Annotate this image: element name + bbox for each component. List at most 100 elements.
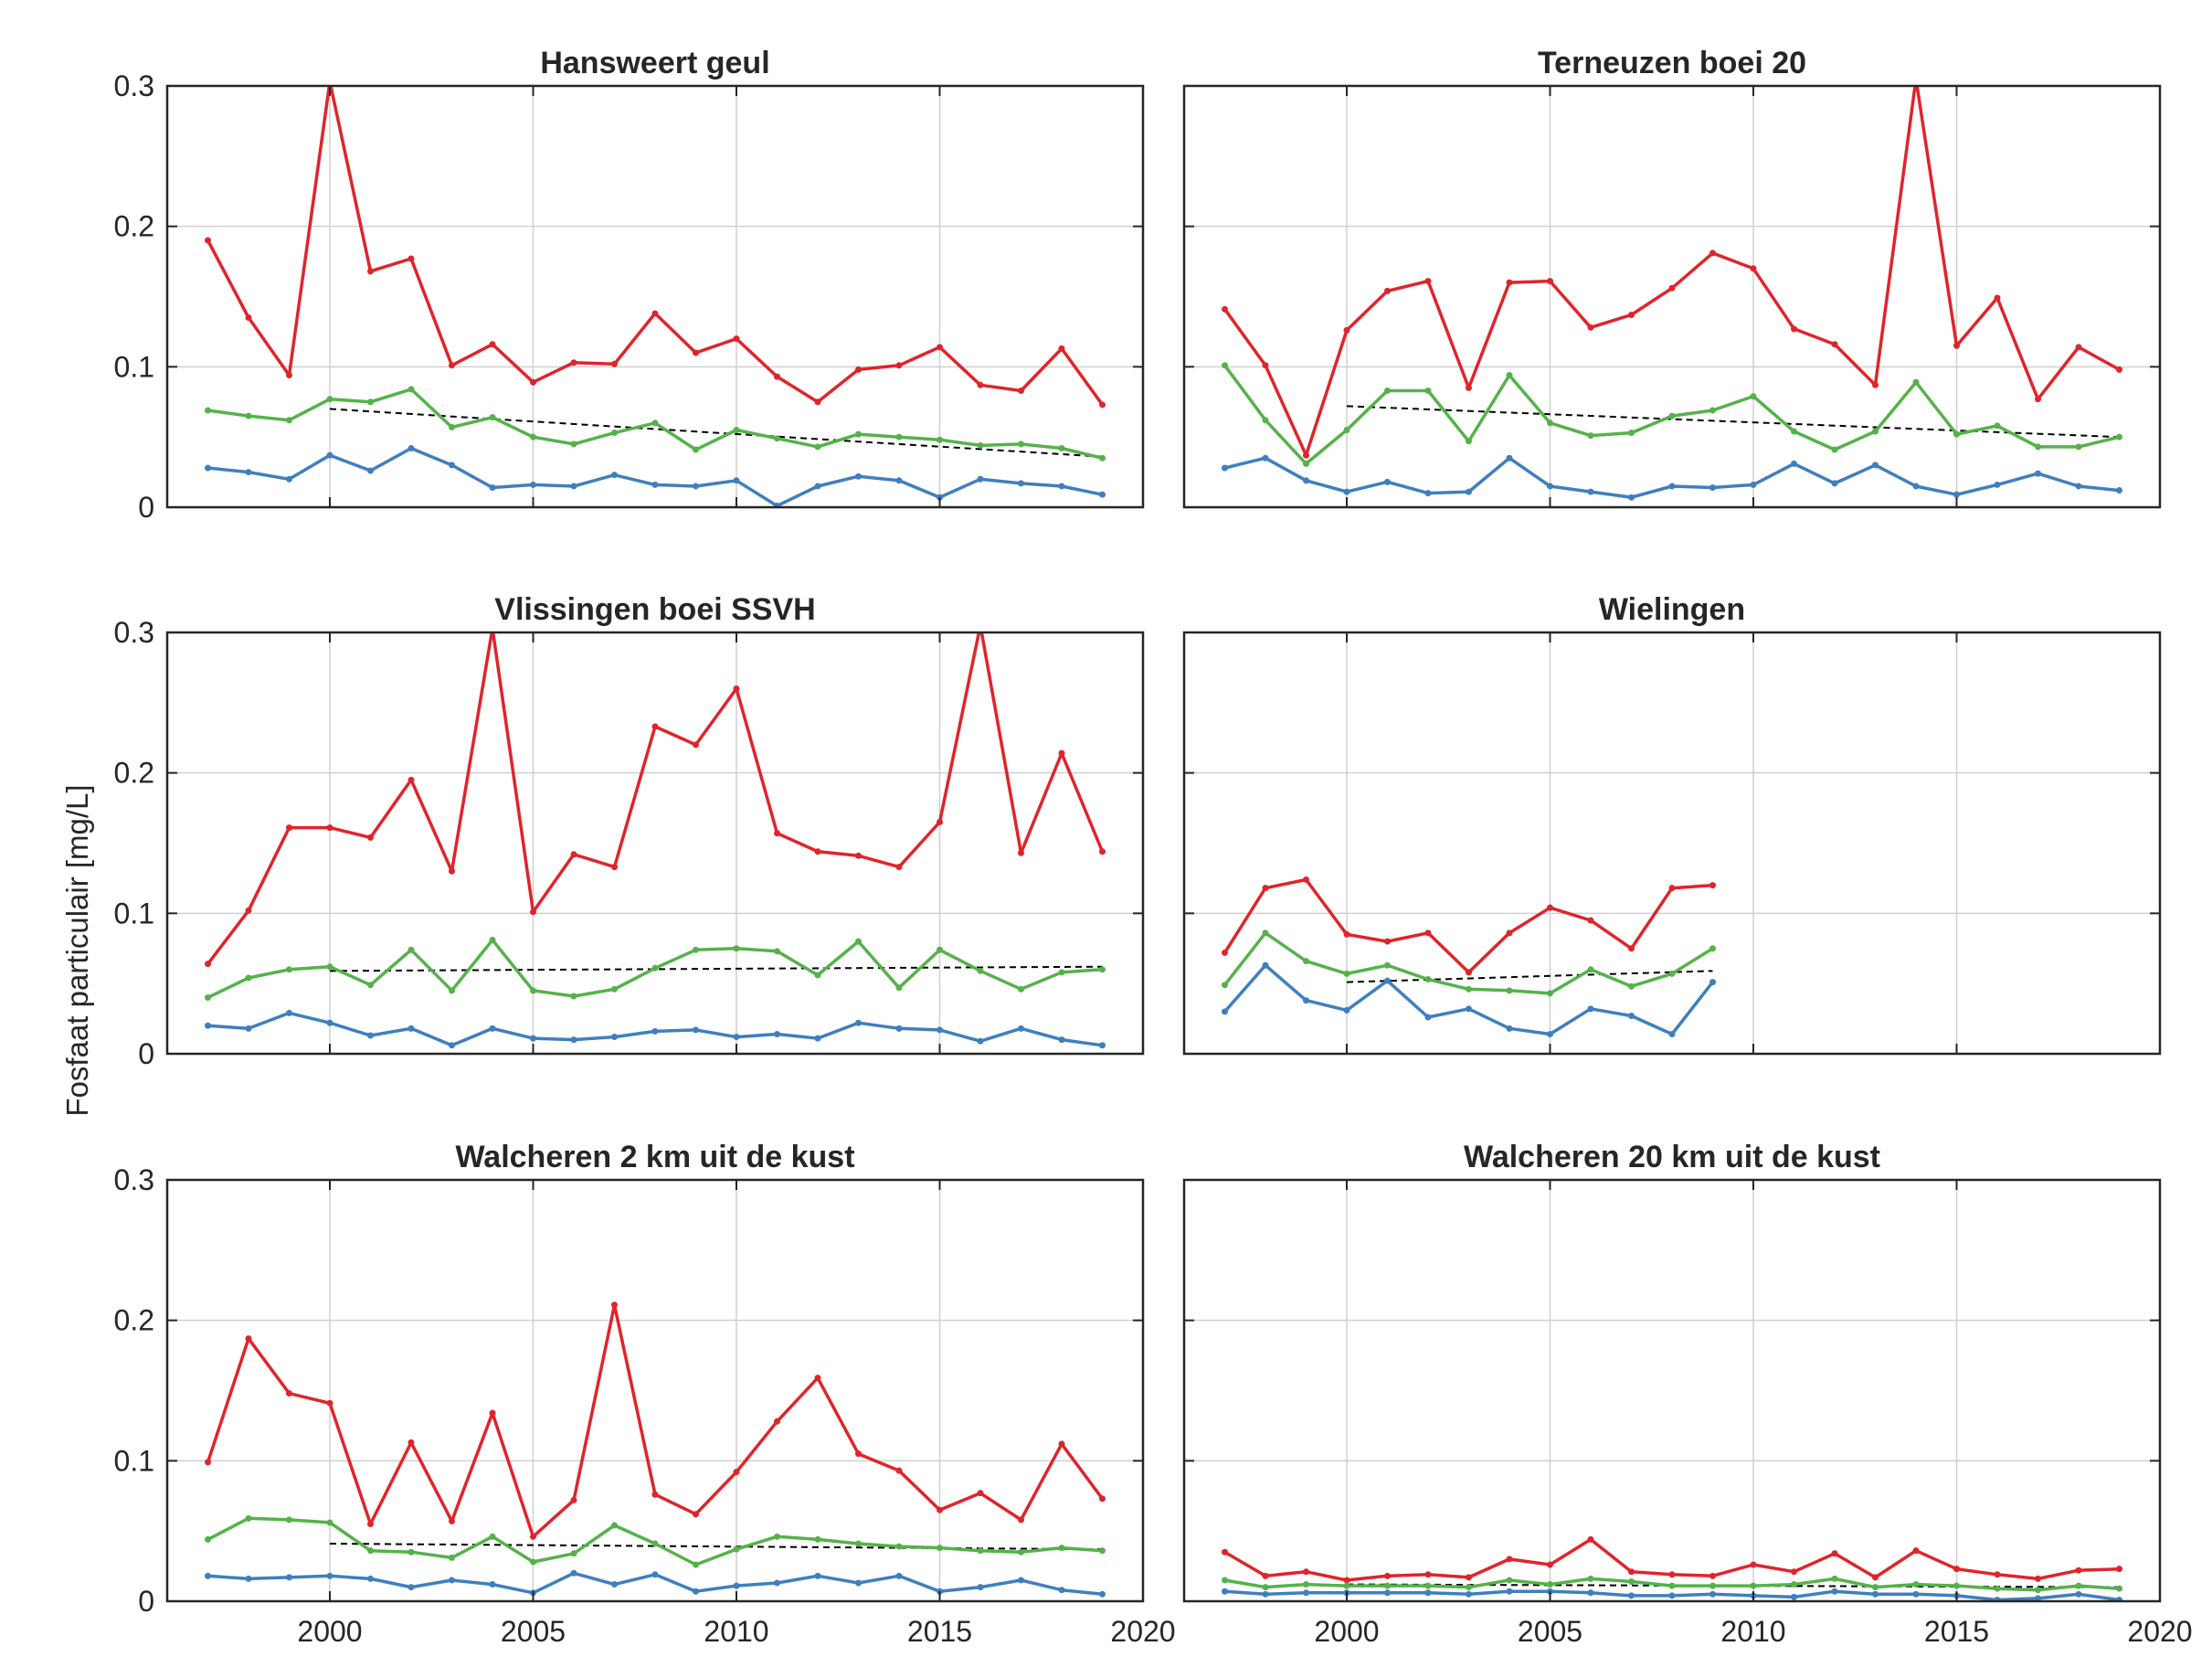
data-point-green (1547, 420, 1553, 427)
x-tick-label: 2000 (1314, 1615, 1379, 1648)
data-point-red (570, 359, 577, 366)
panel-title: Vlissingen boei SSVH (494, 592, 815, 627)
data-point-blue (449, 1042, 455, 1049)
data-point-blue (1547, 483, 1553, 490)
data-point-blue (367, 467, 374, 474)
data-point-red (1872, 1574, 1879, 1581)
data-point-green (1384, 387, 1391, 394)
data-point-red (1709, 882, 1716, 889)
data-point-green (1709, 407, 1716, 414)
data-point-green (651, 964, 659, 972)
data-point-red (1506, 279, 1513, 286)
data-point-red (1343, 326, 1350, 334)
data-point-blue (1831, 480, 1838, 487)
trend-line (329, 965, 1103, 972)
data-point-green (1506, 1577, 1513, 1584)
data-point-blue (1466, 488, 1472, 495)
data-point-red (1099, 848, 1106, 855)
data-point-green (1058, 1545, 1065, 1552)
data-point-red (530, 908, 536, 916)
data-point-blue (977, 1584, 984, 1591)
data-point-red (1668, 1571, 1676, 1578)
data-point-blue (286, 475, 292, 483)
data-point-green (1099, 1547, 1106, 1555)
data-point-red (530, 378, 536, 386)
data-point-red (1587, 917, 1594, 924)
data-point-green (489, 414, 496, 421)
data-point-red (1058, 345, 1065, 352)
data-point-red (774, 830, 780, 837)
panel-4: Wielingen (1182, 592, 2162, 1056)
data-point-green (1424, 976, 1432, 983)
data-point-red (1831, 1550, 1838, 1557)
data-point-green (326, 963, 333, 971)
data-point-blue (693, 1588, 699, 1595)
data-point-red (977, 1490, 984, 1497)
data-point-blue (733, 1582, 740, 1589)
data-point-blue (407, 444, 415, 451)
y-tick-label: 0 (138, 491, 154, 524)
data-point-blue (693, 1026, 699, 1034)
data-point-green (1384, 961, 1391, 969)
data-point-red (937, 344, 943, 351)
series-group (1222, 1535, 2122, 1601)
data-point-blue (1262, 454, 1269, 462)
data-point-green (2116, 1585, 2122, 1592)
data-point-red (286, 824, 292, 832)
series-group (205, 86, 1106, 507)
data-point-green (1466, 985, 1472, 993)
data-point-blue (1466, 1005, 1472, 1013)
axes-box (1182, 1178, 2162, 1603)
data-point-green (1506, 987, 1513, 994)
data-point-red (1912, 1547, 1920, 1555)
data-point-red (286, 1390, 292, 1397)
data-point-red (733, 685, 740, 692)
data-point-blue (1628, 1013, 1635, 1020)
data-point-blue (977, 475, 984, 483)
data-point-blue (1303, 997, 1309, 1004)
data-point-green (570, 441, 577, 448)
data-point-red (895, 1467, 903, 1474)
data-point-red (1303, 876, 1309, 883)
data-point-green (1872, 428, 1879, 435)
y-axis-label: Fosfaat particulair [mg/L] (60, 784, 94, 1116)
data-point-blue (651, 481, 659, 488)
y-tick-label: 0.3 (114, 1163, 154, 1196)
data-point-blue (611, 1581, 618, 1588)
data-point-blue (733, 477, 740, 484)
data-point-red (449, 867, 455, 875)
data-point-red (693, 741, 699, 749)
data-point-blue (1587, 488, 1594, 495)
data-point-red (1303, 1568, 1309, 1576)
data-point-green (367, 982, 374, 989)
data-point-blue (1018, 480, 1024, 487)
data-point-blue (1343, 1006, 1350, 1014)
axes-box (1182, 631, 2162, 1056)
panel-6: Walcheren 20 km uit de kust 2000 2005 2010 2… (1182, 1140, 2193, 1648)
data-point-green (205, 1535, 211, 1543)
data-point-blue (814, 1035, 821, 1042)
data-point-green (1628, 430, 1635, 437)
data-point-blue (570, 1036, 577, 1044)
data-point-green (1506, 372, 1513, 379)
data-point-red (1913, 76, 1920, 82)
data-point-green (937, 1545, 943, 1552)
data-point-blue (205, 1572, 211, 1579)
data-point-red (1668, 885, 1676, 892)
data-point-blue (1791, 460, 1797, 467)
data-point-red (1222, 305, 1228, 313)
data-point-green (489, 937, 496, 944)
data-point-red (774, 1418, 780, 1425)
data-point-green (1831, 446, 1838, 453)
data-point-red (1424, 278, 1432, 285)
y-tick-label: 0 (138, 1037, 154, 1070)
data-point-red (245, 907, 252, 914)
data-point-green (2035, 443, 2041, 451)
data-point-red (693, 1511, 699, 1518)
data-point-blue (205, 464, 211, 472)
data-point-blue (611, 1034, 618, 1041)
data-point-red (1628, 1568, 1635, 1576)
data-point-green (2075, 1582, 2082, 1589)
data-point-blue (774, 502, 780, 507)
data-point-blue (1099, 491, 1106, 498)
